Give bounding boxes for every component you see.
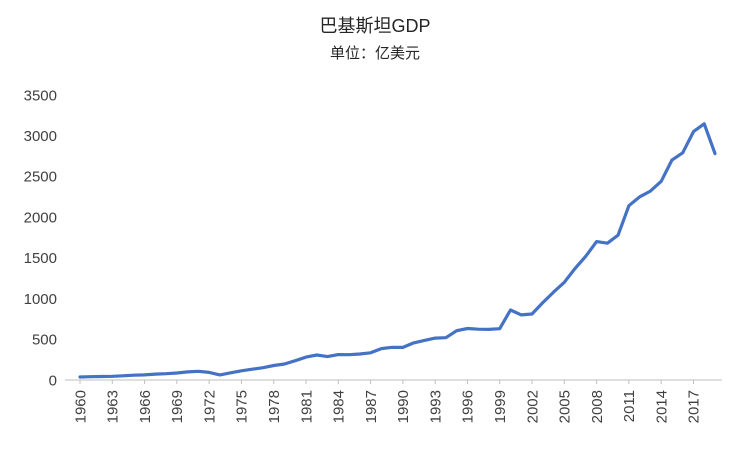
x-axis-label: 1960 <box>72 390 89 423</box>
x-axis-label: 1963 <box>105 390 122 423</box>
y-axis-label: 500 <box>32 332 57 349</box>
x-axis-label: 1999 <box>492 390 509 423</box>
x-axis-label: 2008 <box>589 390 606 423</box>
x-axis-label: 1966 <box>137 390 154 423</box>
x-axis-label: 1990 <box>395 390 412 423</box>
chart-subtitle: 单位：亿美元 <box>329 45 420 62</box>
x-axis-label: 1981 <box>298 390 315 423</box>
x-axis-label: 1996 <box>460 390 477 423</box>
x-axis-label: 2017 <box>686 390 703 423</box>
y-axis-label: 2000 <box>24 209 57 226</box>
x-axis-label: 2002 <box>524 390 541 423</box>
y-axis-label: 2500 <box>24 169 57 186</box>
x-axis-label: 2014 <box>653 390 670 423</box>
x-axis-label: 1978 <box>266 390 283 423</box>
x-axis-label: 1972 <box>201 390 218 423</box>
x-axis-label: 1975 <box>234 390 251 423</box>
x-axis-label: 2011 <box>621 390 638 422</box>
gdp-line-series <box>78 122 717 379</box>
y-axis-label: 0 <box>49 372 57 389</box>
y-axis-label: 3500 <box>24 87 57 104</box>
x-axis-label: 2005 <box>557 390 574 423</box>
x-axis-label: 1987 <box>363 390 380 423</box>
chart-title: 巴基斯坦GDP <box>319 16 431 36</box>
x-axis-label: 1993 <box>427 390 444 423</box>
y-axis-label: 3000 <box>24 128 57 145</box>
y-axis-label: 1500 <box>24 250 57 267</box>
y-axis-label: 1000 <box>24 291 57 308</box>
x-axis-label: 1969 <box>169 390 186 423</box>
x-axis-label: 1984 <box>331 390 348 423</box>
